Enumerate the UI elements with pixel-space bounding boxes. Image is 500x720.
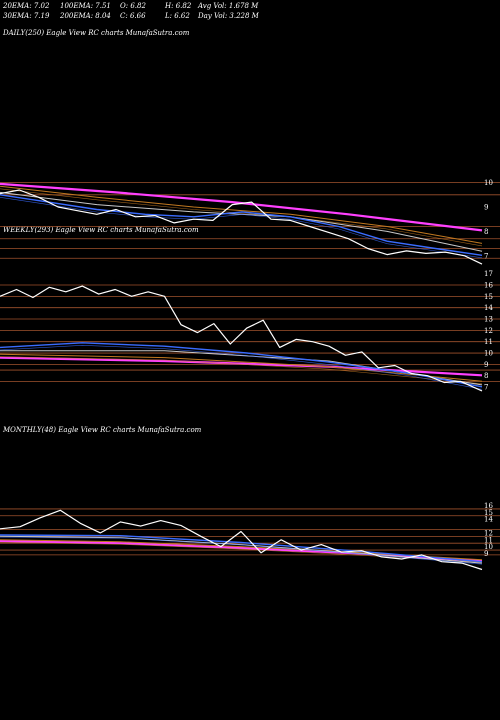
weekly-ema-short-line [0,342,483,388]
weekly-chart: 17 16 15 14 13 12 11 10 9 8 7 [0,270,500,392]
weekly-tick-label-0: 17 [484,270,493,278]
close-readout: C: 6.66 [120,12,146,20]
indicator-header: 20EMA: 7.02 100EMA: 7.51 O: 6.82 H: 6.82… [0,0,500,24]
weekly-ema-short-band [0,344,483,390]
ema200-readout: 200EMA: 8.04 [60,12,111,20]
daily-ema-200-line [0,182,483,232]
weekly-tick-label-10: 7 [484,384,488,392]
weekly-tick-label-7: 10 [484,350,493,358]
weekly-tick-label-9: 8 [484,372,488,380]
daily-tick-label-1: 9 [484,204,488,212]
monthly-tick-label-4: 11 [484,536,493,544]
weekly-panel-label: WEEKLY(293) Eagle View RC charts MunafaS… [3,226,199,234]
monthly-tick-label-3: 12 [484,529,493,537]
weekly-tick-label-4: 13 [484,316,493,324]
daily-price-line [0,189,483,265]
low-readout: L: 6.62 [165,12,190,20]
daily-panel-label: DAILY(250) Eagle View RC charts MunafaSu… [3,29,190,37]
monthly-tick-label-6: 9 [484,550,488,558]
daily-ema-short-band [0,197,483,259]
daily-tick-label-3: 7 [484,252,488,260]
high-readout: H: 6.82 [165,2,192,10]
ema30-readout: 30EMA: 7.19 [3,12,50,20]
weekly-tick-label-5: 12 [484,327,493,335]
monthly-ema-short-band [0,537,483,565]
monthly-ema-200-line [0,540,483,563]
daily-tick-label-0: 10 [484,179,493,187]
monthly-panel-label: MONTHLY(48) Eagle View RC charts MunafaS… [3,426,202,434]
weekly-tick-label-8: 9 [484,361,488,369]
daily-ema-long-line [0,185,483,244]
monthly-ema-mid-line [0,535,483,564]
weekly-tick-label-2: 15 [484,293,493,301]
daily-ema-long-band [0,188,483,247]
weekly-price-line [0,285,483,392]
monthly-tick-label-2: 14 [484,516,493,524]
ema100-readout: 100EMA: 7.51 [60,2,111,10]
monthly-tick-label-1: 15 [484,509,493,517]
monthly-tick-label-5: 10 [484,543,493,551]
daily-ema-short-line [0,194,483,256]
monthly-price-line [0,509,483,571]
monthly-tick-label-0: 16 [484,502,493,510]
daily-tick-label-2: 8 [484,228,488,236]
weekly-ema-long-line [0,353,483,382]
weekly-tick-label-6: 11 [484,338,493,346]
dayvol-readout: Day Vol: 3.228 M [198,12,259,20]
open-readout: O: 6.82 [120,2,146,10]
ema20-readout: 20EMA: 7.02 [3,2,50,10]
weekly-ema-long-band [0,356,483,385]
weekly-tick-label-1: 16 [484,282,493,290]
monthly-ema-short-line [0,534,483,563]
daily-chart: 10 9 8 7 [0,179,500,265]
weekly-tick-label-3: 14 [484,304,493,312]
avgvol-readout: Avg Vol: 1.678 M [198,2,259,10]
